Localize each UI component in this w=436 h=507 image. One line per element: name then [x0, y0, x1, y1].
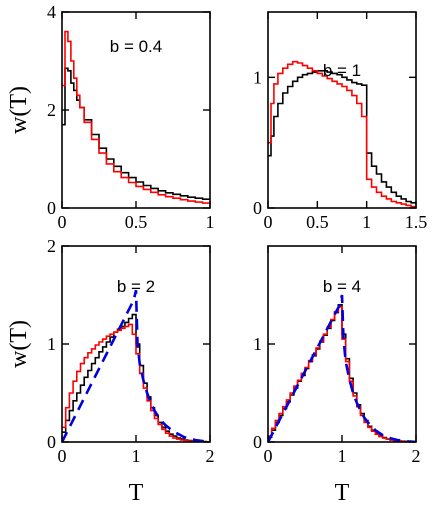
panel-title: b = 1 — [323, 61, 361, 80]
series-line-2 — [62, 30, 210, 204]
series-line-3 — [268, 294, 416, 442]
y-tick-label: 2 — [47, 100, 56, 120]
y-tick-label: 0 — [253, 432, 262, 452]
series-line-1 — [62, 67, 210, 200]
series-line-3 — [62, 289, 210, 442]
plot-frame — [267, 11, 417, 209]
chart-panel-1: 0 0.5 1 0 2 4 b = 0.4 w(T) — [6, 2, 215, 232]
panel-title: b = 0.4 — [110, 37, 162, 56]
x-tick-label: 1 — [132, 446, 141, 466]
x-tick-label: 2 — [206, 446, 215, 466]
series-line-1 — [268, 70, 416, 204]
panel-title: b = 4 — [323, 277, 361, 296]
y-tick-label: 1 — [47, 334, 56, 354]
series-line-2 — [268, 306, 416, 442]
chart-panel-4: 0 1 2 0 1 b = 4 T — [253, 245, 421, 506]
y-tick-label: 0 — [253, 198, 262, 218]
panel-title: b = 2 — [117, 277, 155, 296]
chart-panel-2: 0 0.5 1 1.5 0 1 b = 1 — [253, 11, 428, 232]
series-line-2 — [268, 60, 416, 208]
x-axis-title: T — [335, 480, 350, 506]
y-tick-label: 1 — [253, 67, 262, 87]
x-tick-label: 2 — [412, 446, 421, 466]
y-axis-title: w(T) — [6, 86, 32, 134]
x-axis-title: T — [129, 480, 144, 506]
x-tick-label: 0.5 — [306, 212, 329, 232]
y-axis-title: w(T) — [6, 320, 32, 368]
x-tick-label: 1.5 — [405, 212, 428, 232]
x-tick-label: 0 — [264, 212, 273, 232]
chart-panel-3: 0 1 2 0 1 2 b = 2 w(T) T — [6, 236, 215, 506]
x-tick-label: 0 — [264, 446, 273, 466]
x-tick-label: 1 — [362, 212, 371, 232]
y-tick-label: 2 — [47, 236, 56, 256]
y-tick-label: 0 — [47, 432, 56, 452]
x-tick-label: 1 — [338, 446, 347, 466]
x-tick-label: 0 — [58, 446, 67, 466]
y-tick-label: 0 — [47, 198, 56, 218]
y-tick-label: 4 — [47, 2, 56, 22]
plot-frame — [267, 245, 417, 443]
x-tick-label: 0 — [58, 212, 67, 232]
x-tick-label: 0.5 — [125, 212, 148, 232]
x-tick-label: 1 — [206, 212, 215, 232]
series-line-2 — [62, 323, 210, 442]
y-tick-label: 1 — [253, 334, 262, 354]
